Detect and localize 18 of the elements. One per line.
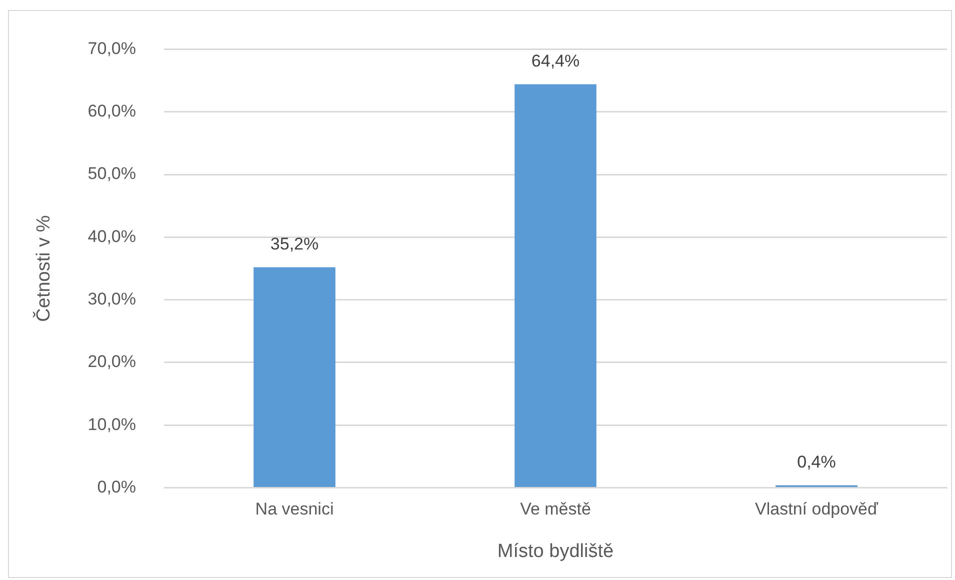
x-tick-label: Vlastní odpověď (755, 500, 879, 519)
y-tick-label: 50,0% (88, 164, 136, 184)
y-tick-label: 60,0% (88, 102, 136, 121)
x-tick-label: Na vesnici (255, 500, 334, 519)
y-tick-label: 30,0% (88, 290, 136, 309)
y-tick-label: 70,0% (88, 38, 136, 58)
y-axis-title: Četnosti v % (32, 215, 55, 322)
y-tick-label: 10,0% (88, 414, 136, 434)
data-label: 35,2% (270, 234, 319, 254)
data-label: 64,4% (531, 51, 580, 70)
y-tick-label: 20,0% (88, 352, 136, 372)
bar (514, 84, 596, 488)
data-label: 0,4% (797, 452, 836, 472)
x-axis-title: Místo bydliště (497, 540, 614, 562)
y-tick-label: 40,0% (88, 226, 136, 246)
x-tick-label: Ve městě (520, 500, 591, 519)
bar (254, 267, 336, 488)
y-tick-label: 0,0% (97, 477, 136, 496)
